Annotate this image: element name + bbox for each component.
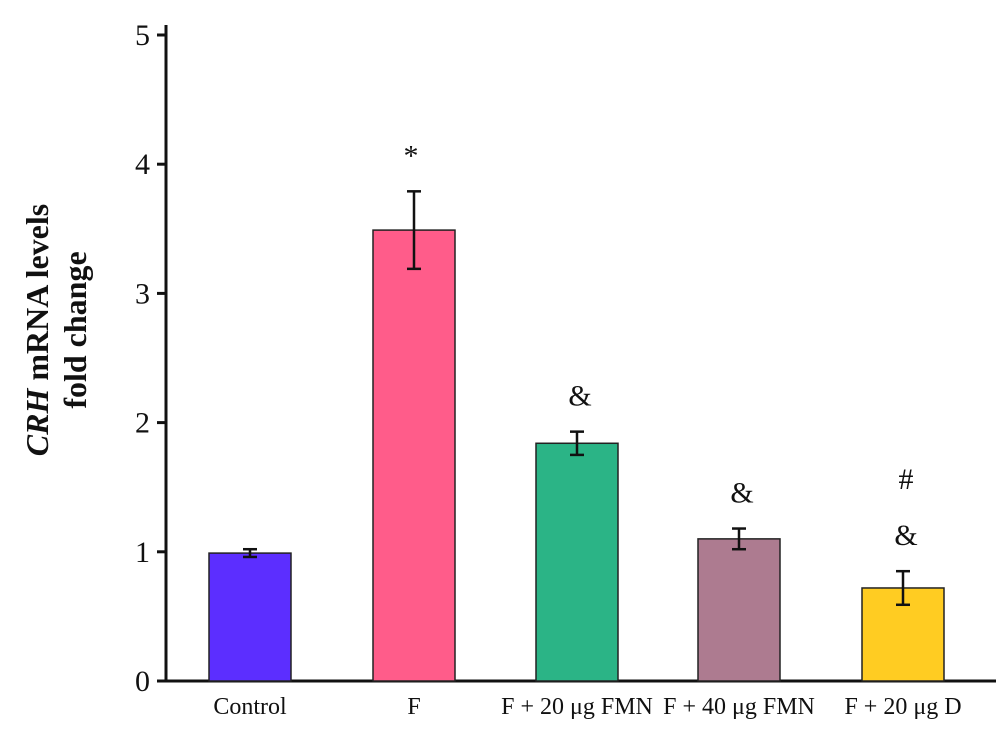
x-axis-tick-labels: Control F F + 20 μg FMN F + 40 μg FMN F + 20… — [213, 694, 961, 720]
bars — [208, 229, 945, 682]
x-tick-label: F + 20 μg FMN — [501, 694, 653, 720]
error-bars — [243, 190, 910, 607]
significance-marker: * — [404, 139, 419, 172]
error-bar — [896, 569, 910, 607]
significance-markers: * & & & # — [404, 139, 918, 552]
bar — [697, 538, 781, 682]
x-tick-label: F + 20 μg D — [844, 694, 961, 720]
x-tick-label: Control — [213, 694, 287, 720]
y-tick-label: 1 — [135, 536, 150, 569]
error-bar — [407, 190, 421, 271]
y-tick-label: 5 — [135, 19, 150, 52]
x-tick-label: F — [407, 694, 420, 720]
significance-marker: & — [568, 380, 591, 413]
bar — [208, 552, 292, 682]
bar — [372, 229, 456, 682]
y-tick-label: 2 — [135, 407, 150, 440]
significance-marker: & — [894, 519, 917, 552]
x-tick-label: F + 40 μg FMN — [663, 694, 815, 720]
y-axis-label-line2: fold change — [57, 251, 93, 408]
error-bar — [243, 547, 257, 559]
significance-marker: # — [899, 463, 914, 496]
y-axis-label: CRH mRNA levels fold change — [19, 204, 93, 456]
bar — [535, 442, 619, 682]
y-axis-label-gene: CRH — [19, 388, 55, 457]
y-axis-label-line1: CRH mRNA levels — [19, 204, 55, 456]
y-tick-label: 0 — [135, 665, 150, 698]
y-tick-label: 4 — [135, 148, 150, 181]
y-axis-label-rest: mRNA levels — [19, 204, 55, 389]
error-bar — [732, 527, 746, 551]
y-tick-label: 3 — [135, 277, 150, 310]
axes: 0 1 2 3 4 5 — [135, 19, 996, 698]
error-bar — [570, 430, 584, 457]
significance-marker: & — [730, 477, 753, 510]
